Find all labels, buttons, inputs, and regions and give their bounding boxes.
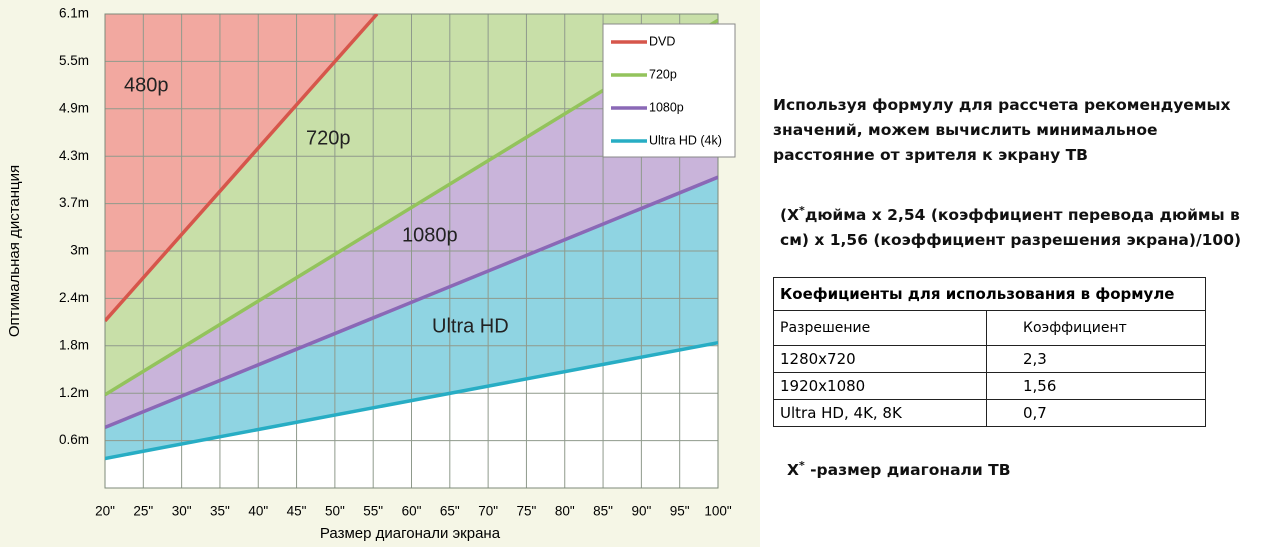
table-cell: 1280х720 — [773, 345, 987, 373]
y-tick-label: 5.5m — [59, 53, 89, 68]
legend-label: 720p — [649, 67, 677, 81]
intro-line: расстояние от зрителя к экрану ТВ — [773, 146, 1088, 164]
legend-label: Ultra HD (4k) — [649, 133, 722, 147]
footnote-text: -размер диагонали ТВ — [804, 461, 1011, 480]
x-tick-label: 50" — [325, 504, 345, 519]
formula-prefix: (X — [780, 206, 800, 225]
table-cell: 0,7 — [986, 399, 1206, 427]
x-tick-label: 20" — [95, 504, 115, 519]
y-tick-label: 3m — [70, 243, 89, 258]
footnote-prefix: X — [787, 461, 799, 480]
y-tick-label: 6.1m — [59, 6, 89, 21]
intro-line: значений, можем вычислить минимальное — [773, 121, 1158, 139]
y-tick-label: 1.8m — [59, 337, 89, 352]
x-tick-label: 40" — [248, 504, 268, 519]
table-cell: 2,3 — [986, 345, 1206, 373]
table-header: Разрешение — [773, 310, 987, 346]
table-title: Коефициенты для использования в формуле — [773, 277, 1206, 311]
table-cell: Ultra HD, 4K, 8K — [773, 399, 987, 427]
x-tick-label: 25" — [133, 504, 153, 519]
y-tick-label: 4.3m — [59, 148, 89, 163]
x-tick-label: 30" — [172, 504, 192, 519]
y-tick-label: 1.2m — [59, 385, 89, 400]
x-tick-label: 95" — [670, 504, 690, 519]
x-tick-label: 55" — [363, 504, 383, 519]
coef-table: Коефициенты для использования в формуле … — [773, 277, 1206, 427]
x-tick-label: 45" — [287, 504, 307, 519]
series-line — [105, 175, 718, 430]
y-tick-label: 2.4m — [59, 290, 89, 305]
region-label: 720p — [306, 127, 351, 149]
table-cell: 1,56 — [986, 372, 1206, 400]
intro-line: Используя формулу для рассчета рекоменду… — [773, 96, 1231, 114]
legend-box — [602, 23, 736, 158]
x-tick-label: 75" — [517, 504, 537, 519]
series-line — [105, 14, 379, 323]
plot-border — [104, 13, 719, 489]
region-label: Ultra HD — [432, 315, 509, 337]
x-tick-label: 100" — [704, 504, 732, 519]
intro: Используя формулу для рассчета рекоменду… — [773, 93, 1231, 168]
x-tick-label: 60" — [402, 504, 422, 519]
x-axis-label: Размер диагонали экрана — [320, 525, 501, 542]
formula-text: дюйма х 2,54 (коэффициент перевода дюймы… — [780, 206, 1242, 250]
x-tick-label: 70" — [478, 504, 498, 519]
formula: (X*дюйма х 2,54 (коэффициент перевода дю… — [780, 198, 1260, 253]
x-tick-label: 80" — [555, 504, 575, 519]
x-tick-label: 65" — [440, 504, 460, 519]
table-cell: 1920х1080 — [773, 372, 987, 400]
legend-label: 1080p — [649, 100, 684, 114]
y-tick-label: 4.9m — [59, 100, 89, 115]
y-tick-label: 0.6m — [59, 432, 89, 447]
table-header: Коэффициент — [986, 310, 1206, 346]
formula-sup: * — [799, 204, 805, 217]
y-tick-label: 3.7m — [59, 195, 89, 210]
legend-label: DVD — [649, 34, 675, 48]
footnote-sup: * — [798, 459, 805, 472]
y-axis-label: Оптимальная дистанция — [6, 165, 23, 337]
x-tick-label: 90" — [631, 504, 651, 519]
x-tick-label: 85" — [593, 504, 613, 519]
chart: 20" 25" 30" 35" 40" 45" 50" 55" 60" 65" 70" 75" 80" 8… — [0, 0, 760, 547]
region-label: 480p — [124, 74, 169, 96]
series-line — [105, 340, 718, 461]
x-tick-label: 35" — [210, 504, 230, 519]
footnote: X* -размер диагонали ТВ — [787, 453, 1011, 483]
region-label: 1080p — [402, 224, 458, 246]
